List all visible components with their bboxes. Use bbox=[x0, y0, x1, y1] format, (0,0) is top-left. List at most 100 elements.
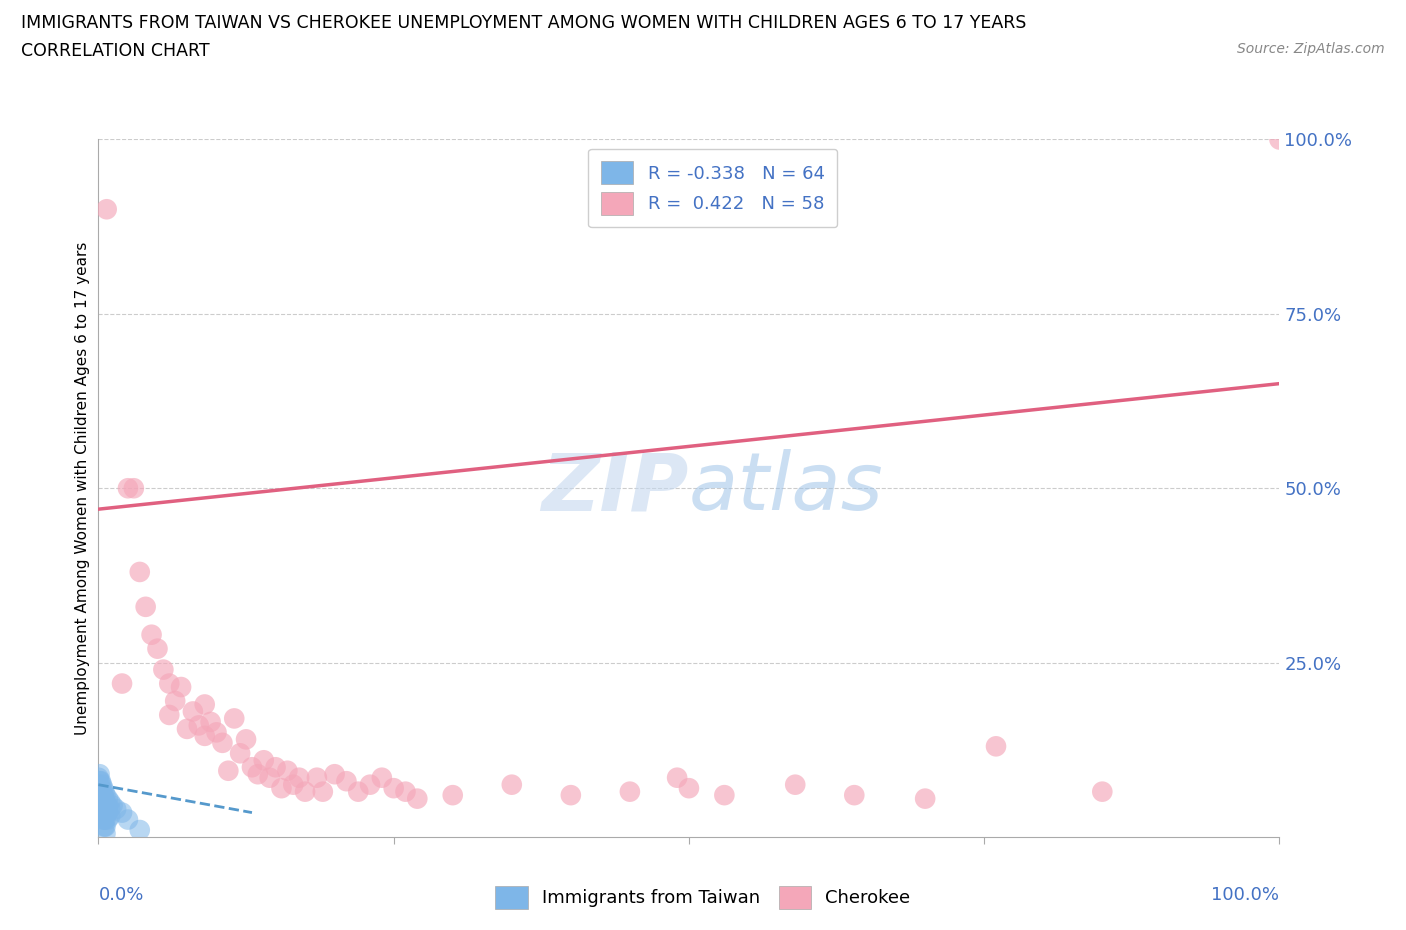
Point bbox=[288, 770, 311, 785]
Point bbox=[1091, 784, 1114, 799]
Text: CORRELATION CHART: CORRELATION CHART bbox=[21, 42, 209, 60]
Point bbox=[89, 794, 111, 809]
Point bbox=[347, 784, 370, 799]
Point bbox=[91, 802, 114, 817]
Point bbox=[165, 694, 187, 709]
Point bbox=[98, 802, 121, 817]
Point bbox=[217, 764, 239, 778]
Point bbox=[90, 788, 112, 803]
Point bbox=[93, 798, 115, 813]
Point bbox=[135, 600, 157, 615]
Point bbox=[312, 784, 335, 799]
Point bbox=[90, 802, 112, 817]
Point bbox=[91, 777, 114, 792]
Point bbox=[89, 788, 111, 803]
Point bbox=[98, 794, 121, 809]
Point bbox=[94, 826, 117, 841]
Point bbox=[91, 794, 114, 809]
Point bbox=[87, 770, 110, 785]
Point bbox=[560, 788, 582, 803]
Point bbox=[90, 774, 112, 789]
Point bbox=[94, 794, 117, 809]
Point bbox=[984, 738, 1007, 753]
Point bbox=[90, 784, 112, 799]
Point bbox=[97, 805, 120, 820]
Text: Source: ZipAtlas.com: Source: ZipAtlas.com bbox=[1237, 42, 1385, 56]
Point bbox=[89, 798, 111, 813]
Point bbox=[501, 777, 523, 792]
Point bbox=[93, 784, 115, 799]
Point bbox=[91, 788, 114, 803]
Point bbox=[89, 774, 111, 789]
Point bbox=[666, 770, 689, 785]
Point bbox=[94, 802, 117, 817]
Point bbox=[194, 698, 217, 712]
Point bbox=[90, 798, 112, 813]
Point bbox=[785, 777, 807, 792]
Point bbox=[224, 711, 246, 725]
Point bbox=[97, 791, 120, 806]
Point bbox=[305, 770, 328, 785]
Point bbox=[89, 791, 111, 806]
Point bbox=[283, 777, 305, 792]
Point bbox=[844, 788, 866, 803]
Point bbox=[91, 781, 114, 796]
Text: 0.0%: 0.0% bbox=[98, 885, 143, 904]
Point bbox=[713, 788, 735, 803]
Point bbox=[394, 784, 416, 799]
Point bbox=[96, 202, 118, 217]
Point bbox=[117, 481, 139, 496]
Legend: Immigrants from Taiwan, Cherokee: Immigrants from Taiwan, Cherokee bbox=[488, 879, 918, 916]
Point bbox=[276, 764, 298, 778]
Point bbox=[406, 791, 429, 806]
Point bbox=[157, 708, 180, 723]
Point bbox=[157, 676, 180, 691]
Point bbox=[94, 819, 117, 834]
Point bbox=[194, 728, 217, 743]
Point bbox=[94, 805, 117, 820]
Point bbox=[146, 642, 169, 657]
Point bbox=[93, 791, 115, 806]
Point bbox=[90, 791, 112, 806]
Point bbox=[229, 746, 252, 761]
Point bbox=[91, 784, 114, 799]
Point bbox=[111, 676, 134, 691]
Point bbox=[128, 565, 150, 579]
Point bbox=[187, 718, 209, 733]
Point bbox=[235, 732, 257, 747]
Point bbox=[91, 812, 114, 827]
Point bbox=[98, 809, 121, 824]
Point bbox=[93, 802, 115, 817]
Point bbox=[105, 802, 128, 817]
Point bbox=[94, 812, 117, 827]
Point bbox=[371, 770, 394, 785]
Point bbox=[87, 777, 110, 792]
Point bbox=[91, 794, 114, 809]
Point bbox=[141, 628, 163, 643]
Point bbox=[91, 805, 114, 820]
Point bbox=[97, 798, 120, 813]
Point bbox=[91, 798, 114, 813]
Point bbox=[259, 770, 281, 785]
Point bbox=[90, 794, 112, 809]
Point bbox=[94, 788, 117, 803]
Point bbox=[270, 781, 292, 796]
Text: 100.0%: 100.0% bbox=[1212, 885, 1279, 904]
Point bbox=[678, 781, 700, 796]
Point bbox=[246, 766, 269, 781]
Point bbox=[87, 781, 110, 796]
Point bbox=[323, 766, 346, 781]
Text: IMMIGRANTS FROM TAIWAN VS CHEROKEE UNEMPLOYMENT AMONG WOMEN WITH CHILDREN AGES 6: IMMIGRANTS FROM TAIWAN VS CHEROKEE UNEMP… bbox=[21, 14, 1026, 32]
Point bbox=[111, 805, 134, 820]
Point bbox=[382, 781, 405, 796]
Y-axis label: Unemployment Among Women with Children Ages 6 to 17 years: Unemployment Among Women with Children A… bbox=[75, 242, 90, 735]
Point bbox=[200, 714, 222, 729]
Point bbox=[264, 760, 287, 775]
Point bbox=[97, 812, 120, 827]
Point bbox=[89, 766, 111, 781]
Legend: R = -0.338   N = 64, R =  0.422   N = 58: R = -0.338 N = 64, R = 0.422 N = 58 bbox=[588, 149, 837, 228]
Point bbox=[294, 784, 316, 799]
Point bbox=[90, 781, 112, 796]
Point bbox=[176, 722, 198, 737]
Point bbox=[128, 823, 150, 837]
